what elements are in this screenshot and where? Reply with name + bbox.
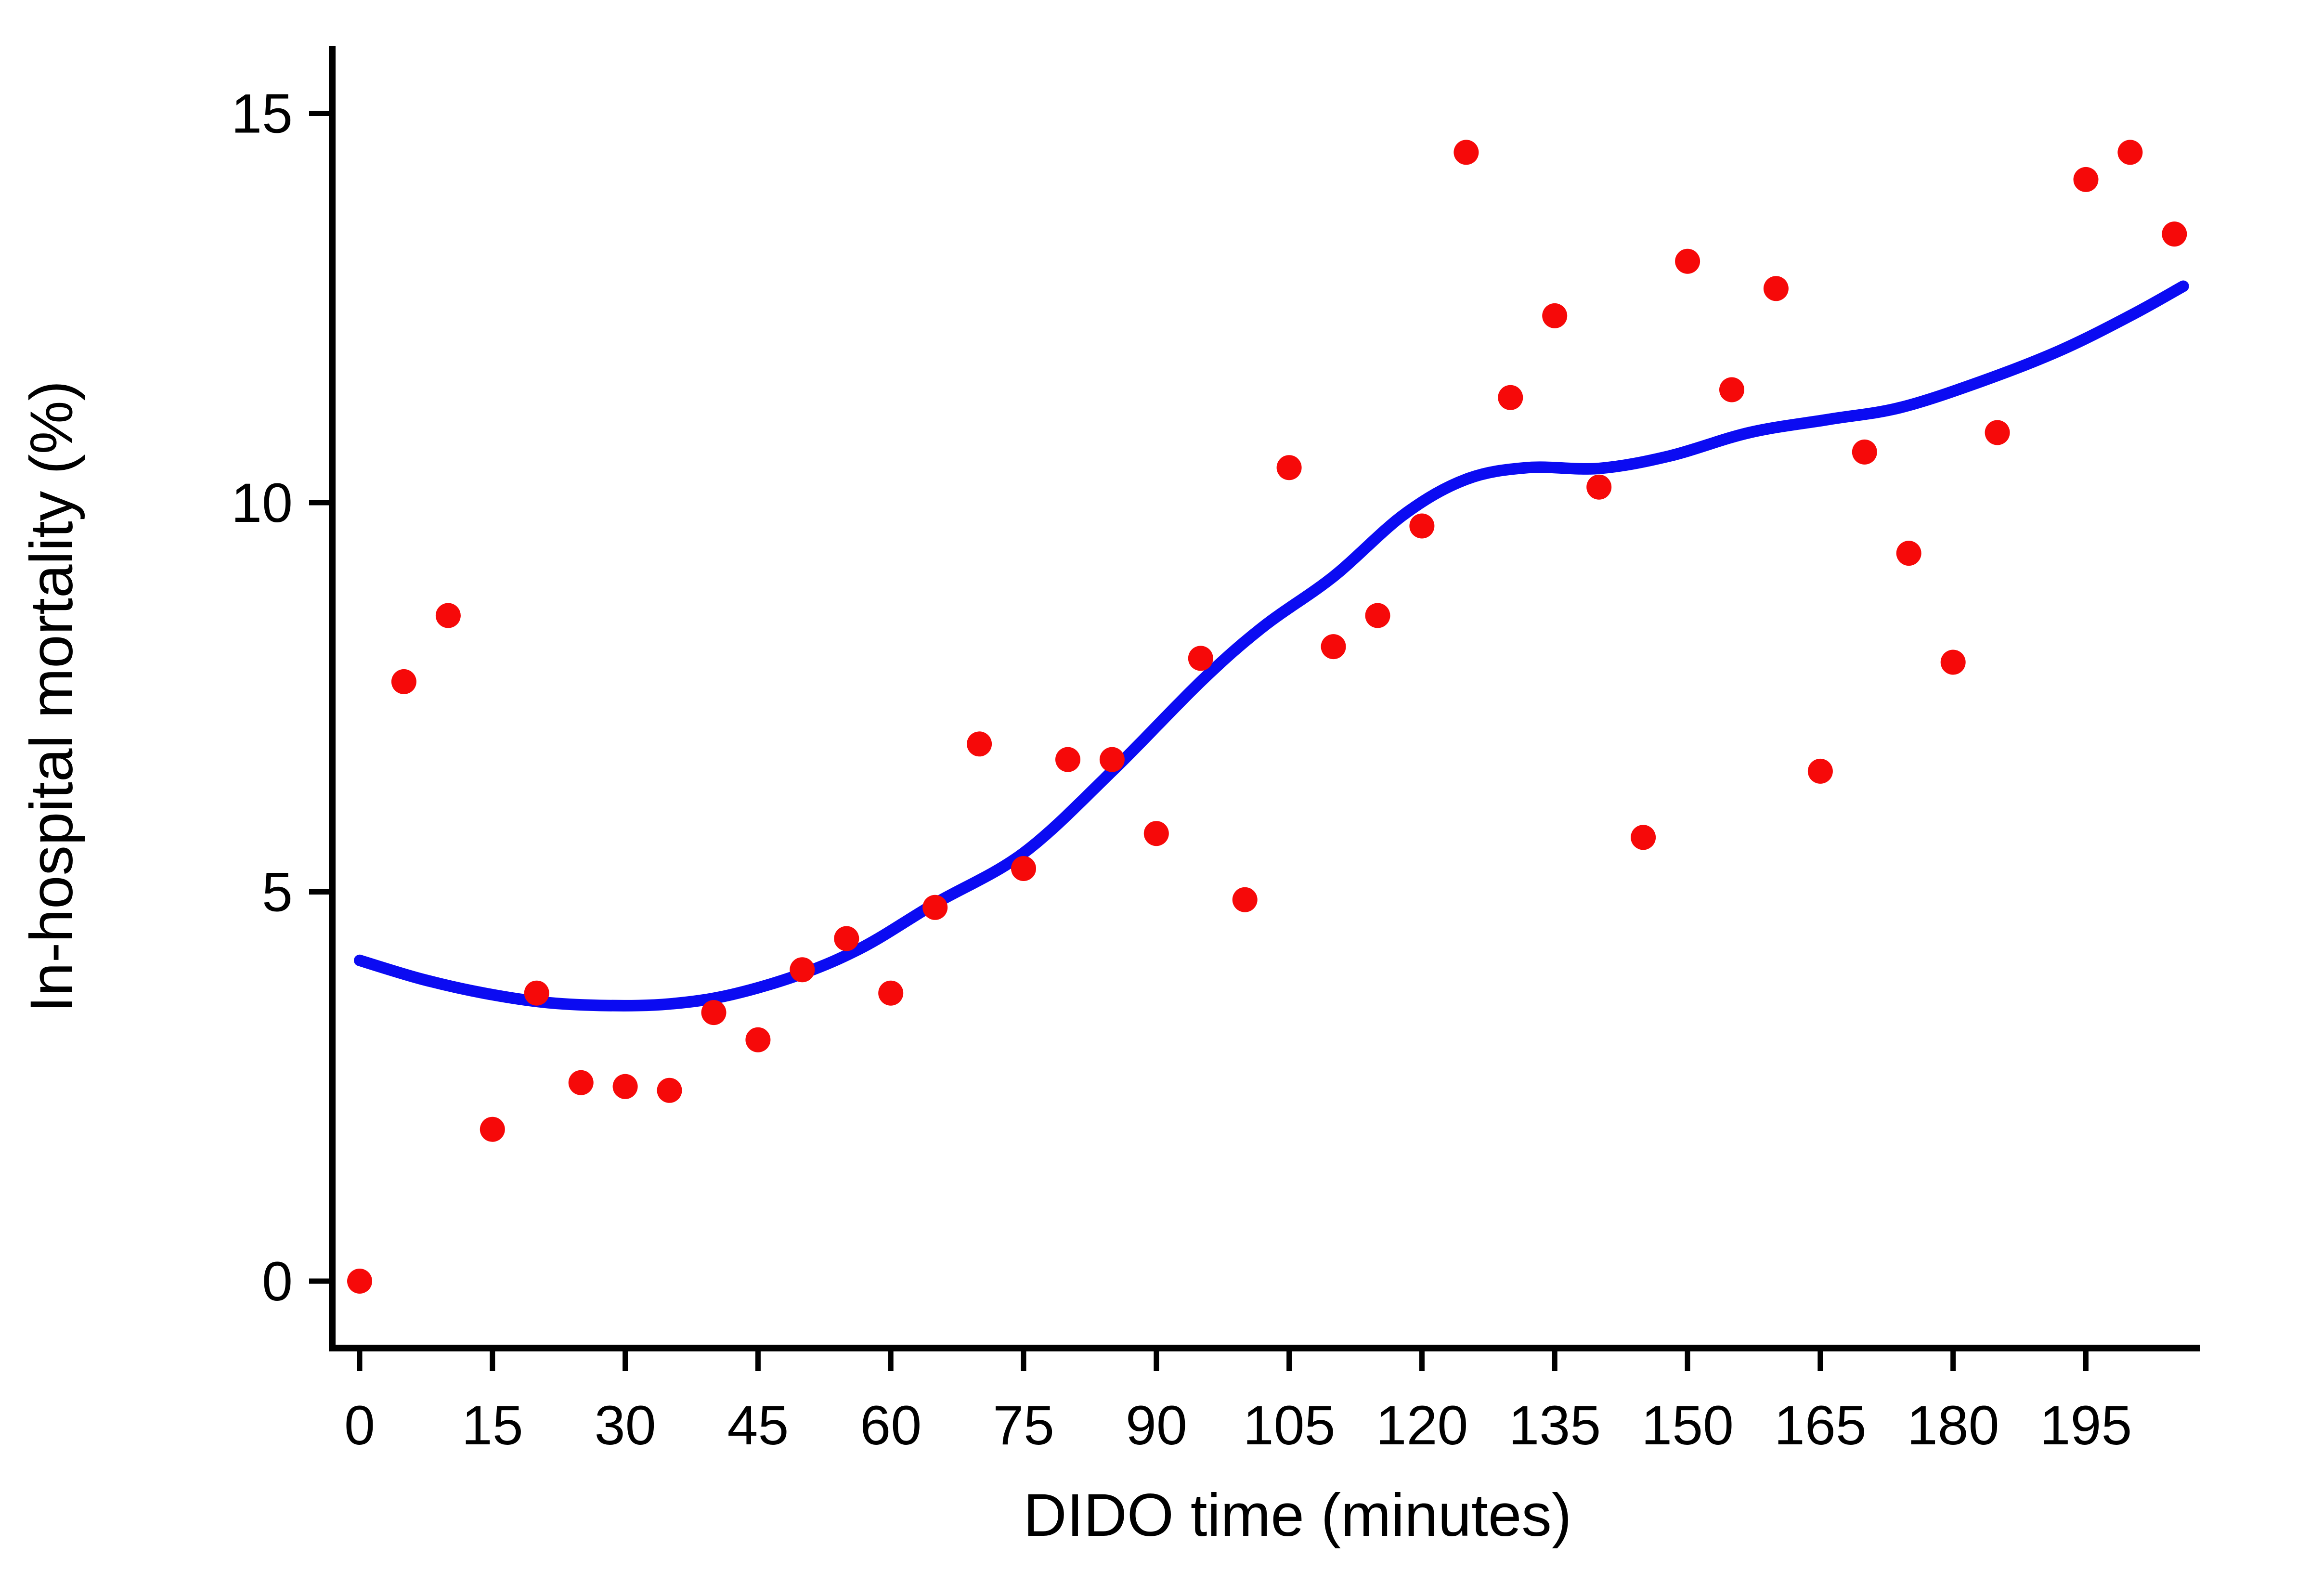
data-point bbox=[1276, 455, 1302, 480]
data-point bbox=[2162, 221, 2187, 247]
data-point bbox=[745, 1027, 771, 1052]
data-point bbox=[435, 603, 461, 628]
y-tick-label: 15 bbox=[231, 83, 293, 145]
data-point bbox=[922, 895, 948, 920]
data-point bbox=[1807, 758, 1833, 784]
data-point bbox=[391, 669, 416, 694]
data-point bbox=[1852, 439, 1877, 465]
data-point bbox=[1763, 276, 1789, 301]
data-point bbox=[878, 980, 904, 1006]
data-point bbox=[1453, 140, 1479, 165]
data-point bbox=[1055, 747, 1080, 772]
y-tick-label: 0 bbox=[262, 1251, 293, 1312]
x-tick-label: 105 bbox=[1243, 1395, 1336, 1456]
data-point bbox=[1365, 603, 1390, 628]
data-point bbox=[1498, 385, 1523, 410]
data-point bbox=[1409, 513, 1435, 539]
loess-curve bbox=[354, 280, 2189, 1012]
axes-spine bbox=[329, 46, 2200, 1351]
x-tick-label: 150 bbox=[1641, 1395, 1734, 1456]
data-point bbox=[1232, 887, 1258, 912]
x-tick-label: 75 bbox=[993, 1395, 1054, 1456]
data-point bbox=[1542, 303, 1568, 328]
x-tick-label: 30 bbox=[595, 1395, 656, 1456]
x-tick-label: 90 bbox=[1126, 1395, 1187, 1456]
x-axis: 0 15 30 45 60 75 90 105 120 135 150 165 180 195 bbox=[344, 1348, 2132, 1456]
data-point bbox=[1586, 474, 1612, 500]
data-point bbox=[1985, 420, 2010, 445]
data-point bbox=[347, 1269, 372, 1294]
data-point bbox=[1675, 248, 1700, 274]
data-point bbox=[2117, 140, 2143, 165]
data-point bbox=[1321, 634, 1346, 660]
data-point bbox=[1896, 541, 1921, 566]
x-tick-label: 195 bbox=[2040, 1395, 2132, 1456]
x-axis-title: DIDO time (minutes) bbox=[1023, 1482, 1571, 1549]
data-point bbox=[790, 957, 815, 983]
data-point bbox=[1099, 747, 1125, 772]
x-tick-label: 120 bbox=[1376, 1395, 1468, 1456]
data-point bbox=[834, 926, 859, 951]
data-point bbox=[701, 1000, 727, 1025]
x-tick-label: 135 bbox=[1508, 1395, 1601, 1456]
data-point bbox=[1631, 825, 1656, 850]
scatter-points bbox=[347, 140, 2187, 1294]
data-point bbox=[1940, 649, 1966, 675]
data-point bbox=[524, 980, 549, 1006]
x-tick-label: 45 bbox=[727, 1395, 789, 1456]
data-point bbox=[1143, 821, 1169, 846]
data-point bbox=[1719, 377, 1744, 402]
y-tick-label: 5 bbox=[262, 862, 293, 923]
y-axis-title: In-hospital mortality (%) bbox=[18, 381, 85, 1013]
data-point bbox=[2073, 167, 2099, 192]
data-point bbox=[568, 1070, 594, 1095]
data-point bbox=[1188, 646, 1213, 671]
y-tick-label: 10 bbox=[231, 472, 293, 534]
x-tick-label: 165 bbox=[1774, 1395, 1867, 1456]
data-point bbox=[967, 731, 992, 757]
data-point bbox=[480, 1116, 505, 1142]
x-tick-label: 15 bbox=[462, 1395, 523, 1456]
data-point bbox=[1011, 856, 1036, 881]
x-tick-label: 0 bbox=[344, 1395, 375, 1456]
data-point bbox=[612, 1074, 638, 1099]
x-tick-label: 180 bbox=[1907, 1395, 1999, 1456]
y-axis: 0 5 10 15 bbox=[231, 83, 332, 1312]
x-tick-label: 60 bbox=[860, 1395, 921, 1456]
data-point bbox=[657, 1077, 682, 1103]
